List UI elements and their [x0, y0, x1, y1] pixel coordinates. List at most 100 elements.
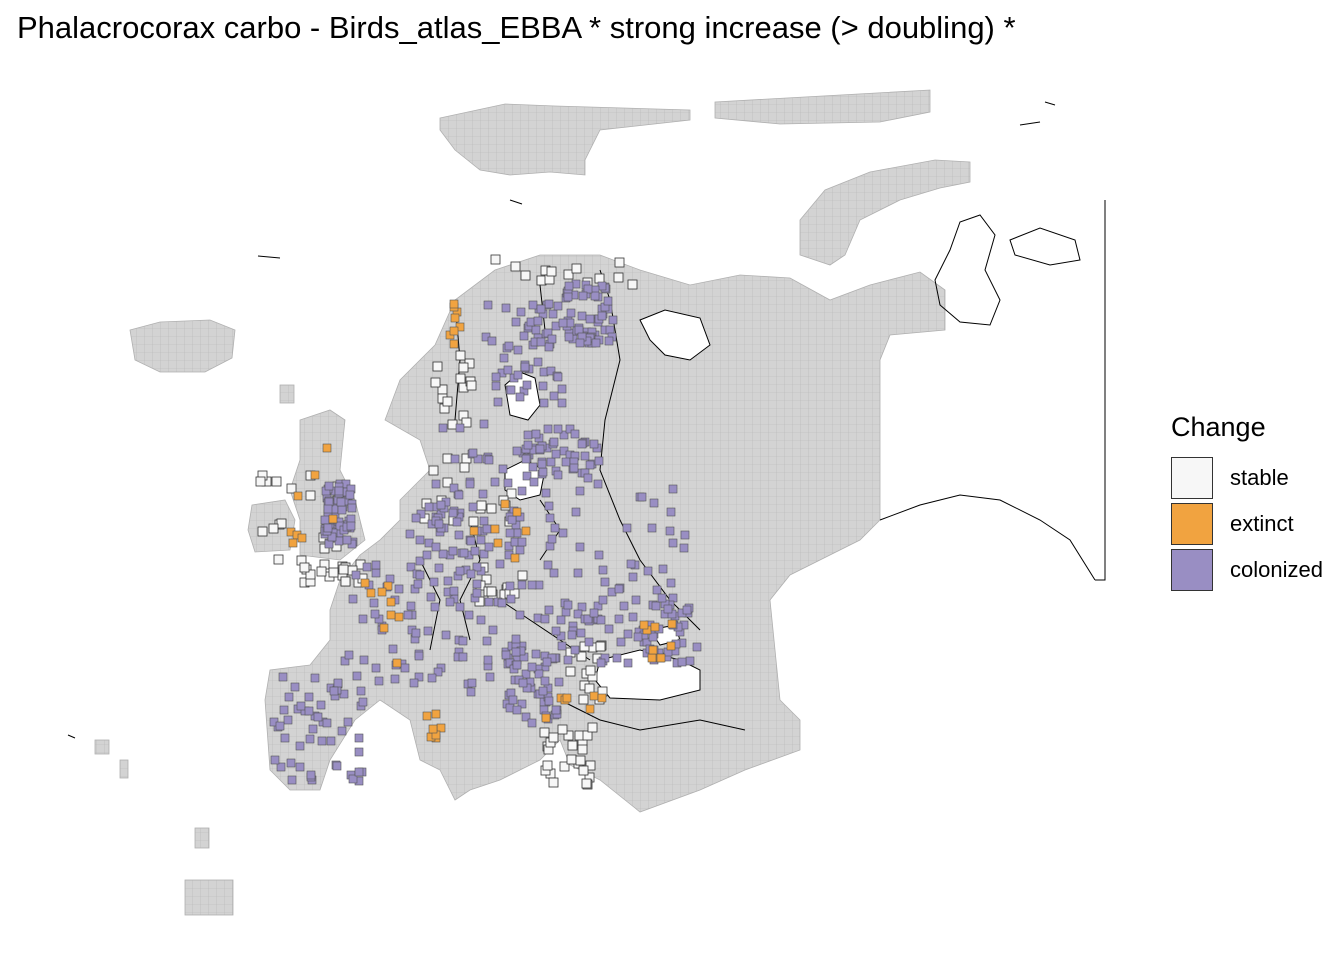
colonized-cell	[548, 309, 558, 319]
colonized-cell	[506, 385, 516, 395]
stable-cell	[271, 476, 282, 487]
colonized-cell	[497, 598, 507, 608]
colonized-cell	[517, 699, 527, 709]
colonized-cell	[411, 513, 421, 523]
franz-josef-landmass	[714, 89, 931, 125]
colonized-cell	[603, 296, 613, 306]
colonized-cell	[466, 687, 476, 697]
gridded-land	[94, 89, 971, 916]
colonized-cell	[415, 535, 425, 545]
stable-cell	[459, 462, 470, 473]
colonized-cell	[511, 317, 521, 327]
extinct-cells	[286, 299, 677, 743]
colonized-cell	[557, 384, 567, 394]
colonized-cell	[491, 381, 501, 391]
extinct-cell	[360, 578, 370, 588]
stable-cell	[510, 261, 521, 272]
colonized-cell	[491, 372, 501, 382]
stable-cell	[548, 777, 559, 788]
stable-cell	[442, 453, 453, 464]
colonized-cell	[443, 576, 453, 586]
colonized-cell	[515, 545, 525, 555]
colonized-cell	[544, 501, 554, 511]
colonized-cell	[464, 610, 474, 620]
colonized-cell	[470, 546, 480, 556]
extinct-cell	[297, 533, 307, 543]
colonized-cell	[598, 565, 608, 575]
colonized-cell	[533, 316, 543, 326]
colonized-cell	[538, 381, 548, 391]
extinct-cell	[386, 610, 396, 620]
colonized-cell	[358, 614, 368, 624]
colonized-cell	[512, 705, 522, 715]
colonized-cell	[499, 353, 509, 363]
colonized-cell	[479, 549, 489, 559]
stable-cell	[559, 761, 570, 772]
colonized-cell	[344, 650, 354, 660]
colonized-cells	[269, 279, 702, 786]
colonized-cell	[304, 706, 314, 716]
colonized-cell	[455, 423, 465, 433]
stable-cell	[466, 380, 477, 391]
colonized-cell	[427, 673, 437, 683]
colonized-cell	[482, 524, 492, 534]
colonized-cell	[503, 365, 513, 375]
stable-cell	[542, 760, 553, 771]
colonized-cell	[596, 615, 606, 625]
colonized-cell	[495, 559, 505, 569]
colonized-cell	[590, 291, 600, 301]
colonized-cell	[563, 655, 573, 665]
stable-cell	[338, 564, 349, 575]
extinct-cell	[450, 313, 460, 323]
colonized-cell	[513, 370, 523, 380]
colonized-cell	[559, 430, 569, 440]
stable-cell	[476, 500, 487, 511]
colonized-cell	[549, 391, 559, 401]
colonized-cell	[573, 568, 583, 578]
colonized-cell	[546, 366, 556, 376]
colonized-cell	[521, 454, 531, 464]
colonized-cell	[544, 299, 554, 309]
stable-cell	[442, 477, 453, 488]
colonized-cell	[484, 542, 494, 552]
colonized-cell	[512, 660, 522, 670]
colonized-cell	[677, 657, 687, 667]
colonized-cell	[290, 682, 300, 692]
extinct-cell	[428, 724, 438, 734]
canaries-landmass	[184, 879, 234, 916]
colonized-cell	[685, 656, 695, 666]
colonized-cell	[371, 560, 381, 570]
colonized-cell	[424, 502, 434, 512]
extinct-cell	[656, 653, 666, 663]
colonized-cell	[458, 636, 468, 646]
stable-cell	[575, 755, 586, 766]
colonized-cell	[334, 486, 344, 496]
extinct-cell	[639, 620, 649, 630]
colonized-cell	[633, 632, 643, 642]
stable-cell	[563, 730, 574, 741]
colonized-cell	[483, 300, 493, 310]
extinct-cell	[386, 597, 396, 607]
colonized-cell	[557, 398, 567, 408]
colonized-cell	[513, 345, 523, 355]
legend-label-extinct: extinct	[1230, 511, 1294, 536]
colonized-cell	[597, 311, 607, 321]
colonized-cell	[454, 490, 464, 500]
colonized-cell	[680, 530, 690, 540]
colonized-cell	[547, 534, 557, 544]
colonized-cell	[576, 628, 586, 638]
colonized-cell	[531, 325, 541, 335]
colonized-cell	[614, 614, 624, 624]
stable-cell	[587, 722, 598, 733]
colonized-cell	[542, 657, 552, 667]
stable-cell	[539, 727, 550, 738]
colonized-cell	[623, 629, 633, 639]
colonized-cell	[528, 300, 538, 310]
colonized-cell	[578, 291, 588, 301]
colonized-cell	[558, 528, 568, 538]
stable-cell	[571, 263, 582, 274]
colonized-cell	[436, 500, 446, 510]
colonized-cell	[405, 529, 415, 539]
colonized-cell	[520, 362, 530, 372]
colonized-cell	[535, 444, 545, 454]
